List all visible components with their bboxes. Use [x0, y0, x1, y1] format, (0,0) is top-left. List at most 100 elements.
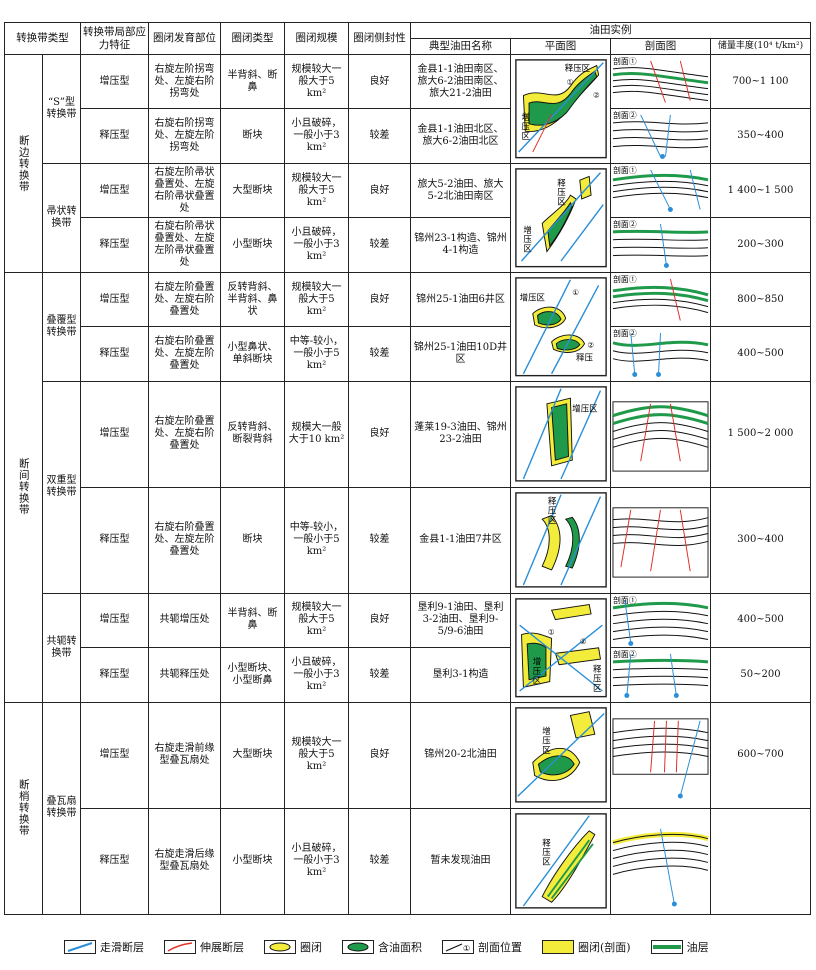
- header-examples: 油田实例: [410, 22, 811, 39]
- legend-item-trap: 圈闭: [264, 939, 322, 955]
- position-cell: 右旋右阶叠置处、左旋左阶叠置处: [148, 326, 221, 382]
- transfer-zone-table: 转换带类型 转换带局部应力特征 圈闭发育部位 圈闭类型 圈闭规模 圈闭侧封性 油…: [4, 22, 811, 915]
- scale-cell: 小且破碎，一般小于3 km²: [284, 807, 349, 915]
- field-cell: 垦利9-1油田、垦利3-2油田、垦利9-5/9-6油田: [410, 592, 511, 649]
- table-row: 释压型 右旋右阶叠置处、左旋左阶叠置处 小型鼻状、单斜断块 中等-较小，一般小于…: [5, 326, 811, 382]
- trap-cell: 小型鼻状、单斜断块: [220, 326, 285, 382]
- plan-figure: 释压区: [510, 486, 611, 594]
- header-plan: 平面图: [510, 38, 611, 55]
- seal-cell: 较差: [348, 108, 411, 164]
- svg-text:①: ①: [463, 944, 470, 952]
- svg-text:区: 区: [532, 675, 541, 685]
- stress-cell: 释压型: [80, 647, 149, 703]
- svg-text:剖面②: 剖面②: [613, 110, 637, 120]
- seal-cell: 良好: [348, 701, 411, 809]
- section-figure: 剖面②: [610, 217, 711, 273]
- strike-slip-fault-icon: [64, 940, 96, 954]
- table-row: 断间转换带 叠覆型转换带 增压型 右旋左阶叠置处、左旋右阶叠置处 反转背斜、半背…: [4, 271, 811, 703]
- svg-text:压: 压: [523, 234, 532, 244]
- stress-cell: 增压型: [80, 380, 149, 488]
- plan-figure: 增压区: [510, 380, 611, 488]
- plan-map-imbricate-increase: 增压区: [514, 707, 607, 803]
- scale-cell: 小且破碎，一般小于3 km²: [284, 108, 349, 164]
- svg-text:增: 增: [542, 726, 550, 736]
- abundance-cell: 400~500: [710, 592, 811, 649]
- seal-cell: 良好: [348, 53, 411, 110]
- section-1-s-type: 剖面①: [612, 56, 709, 103]
- seal-cell: 较差: [348, 486, 411, 594]
- position-cell: 右旋右阶拐弯处、左旋左阶拐弯处: [148, 108, 221, 164]
- plan-map-overlap: 增压区 释压 ① ②: [514, 277, 607, 377]
- section-figure: [610, 380, 711, 488]
- svg-text:区: 区: [542, 745, 551, 755]
- svg-text:剖面②: 剖面②: [613, 649, 637, 659]
- group-label: 断间转换带: [4, 271, 43, 703]
- field-cell: 旅大5-2油田、旅大5-2北油田南区: [410, 162, 511, 219]
- header-abundance: 储量丰度(10⁴ t/km²): [710, 38, 811, 55]
- abundance-cell: 350~400: [710, 108, 811, 164]
- seal-cell: 较差: [348, 326, 411, 382]
- stress-cell: 增压型: [80, 53, 149, 110]
- seal-cell: 良好: [348, 592, 411, 649]
- table-row: 释压型 右旋右阶叠置处、左旋左阶叠置处 断块 中等-较小，一般小于5 km² 较…: [5, 486, 811, 594]
- section-double-release: [612, 507, 709, 578]
- seal-cell: 较差: [348, 807, 411, 915]
- abundance-cell: 50~200: [710, 647, 811, 703]
- field-cell: 暂未发现油田: [410, 807, 511, 915]
- section-figure: [610, 486, 711, 594]
- section-double-increase: [612, 401, 709, 472]
- position-cell: 右旋左阶帚状叠置处、左旋右阶帚状叠置处: [148, 162, 221, 219]
- table-row: 释压型 右旋走滑后缘型叠瓦扇处 小型断块 小且破碎，一般小于3 km² 较差 暂…: [5, 807, 811, 915]
- scale-cell: 规模较大一般大于5 km²: [284, 162, 349, 219]
- svg-text:剖面①: 剖面①: [613, 56, 637, 66]
- svg-text:增: 增: [523, 225, 531, 235]
- section-figure: 剖面②: [610, 326, 711, 382]
- abundance-cell: 700~1 100: [710, 53, 811, 110]
- plan-figure: 增压区: [510, 701, 611, 809]
- svg-text:释压区: 释压区: [564, 63, 590, 73]
- table-row: 释压型 共轭释压处 小型断块、小型断鼻 小且破碎，一般小于3 km² 较差 垦利…: [5, 647, 811, 703]
- svg-text:区: 区: [521, 131, 530, 141]
- subgroup-label: 共轭转换带: [42, 592, 81, 703]
- trap-cell: 半背斜、断鼻: [220, 592, 285, 649]
- subgroup-label: 叠覆型转换带: [42, 271, 81, 382]
- position-cell: 右旋左阶拐弯处、左旋右阶拐弯处: [148, 53, 221, 110]
- header-field-name: 典型油田名称: [410, 38, 511, 55]
- trap-cell: 小型断块: [220, 217, 285, 273]
- svg-text:增: 增: [532, 657, 540, 667]
- svg-text:释: 释: [557, 178, 566, 188]
- table-row: 断梢转换带 叠瓦扇转换带 增压型 右旋走滑前缘型叠瓦扇处 大型断块 规模较大一般…: [4, 701, 811, 915]
- header-stress: 转换带局部应力特征: [80, 22, 149, 55]
- scale-cell: 小且破碎，一般小于3 km²: [284, 647, 349, 703]
- trap-cell: 大型断块: [220, 701, 285, 809]
- header-section: 剖面图: [610, 38, 711, 55]
- svg-text:压: 压: [592, 674, 601, 684]
- section-figure: 剖面①: [610, 592, 711, 649]
- table-row: 释压型 右旋右阶拐弯处、左旋左阶拐弯处 断块 小且破碎，一般小于3 km² 较差…: [5, 108, 811, 164]
- section-2-comb: 剖面②: [612, 219, 709, 269]
- position-cell: 右旋右阶帚状叠置处、左旋左阶帚状叠置处: [148, 217, 221, 273]
- section-1-yoke: 剖面①: [612, 595, 709, 646]
- svg-text:增: 增: [521, 112, 529, 122]
- abundance-cell: [710, 807, 811, 915]
- abundance-cell: 200~300: [710, 217, 811, 273]
- legend-item-section-pos: ① 剖面位置: [442, 939, 522, 955]
- section-figure: 剖面①: [610, 271, 711, 328]
- plan-map-s-type: 释压区 增压区 ① ②: [514, 59, 607, 159]
- section-position-icon: ①: [442, 940, 474, 954]
- svg-text:释: 释: [547, 497, 556, 507]
- position-cell: 右旋左阶叠置处、左旋右阶叠置处: [148, 271, 221, 328]
- field-cell: 金县1-1油田北区、旅大6-2油田北区: [410, 108, 511, 164]
- svg-text:②: ②: [592, 91, 599, 100]
- svg-text:区: 区: [557, 197, 566, 207]
- header-scale: 圈闭规模: [284, 22, 349, 55]
- abundance-cell: 400~500: [710, 326, 811, 382]
- subgroup-label: 双重型转换带: [42, 380, 81, 594]
- svg-text:②: ②: [579, 637, 586, 646]
- position-cell: 共轭释压处: [148, 647, 221, 703]
- legend-item-oil-area: 含油面积: [342, 939, 422, 955]
- legend-item-normal: 伸展断层: [164, 939, 244, 955]
- table-row: 帚状转换带 增压型 右旋左阶帚状叠置处、左旋右阶帚状叠置处 大型断块 规模较大一…: [5, 162, 811, 273]
- stress-cell: 增压型: [80, 271, 149, 328]
